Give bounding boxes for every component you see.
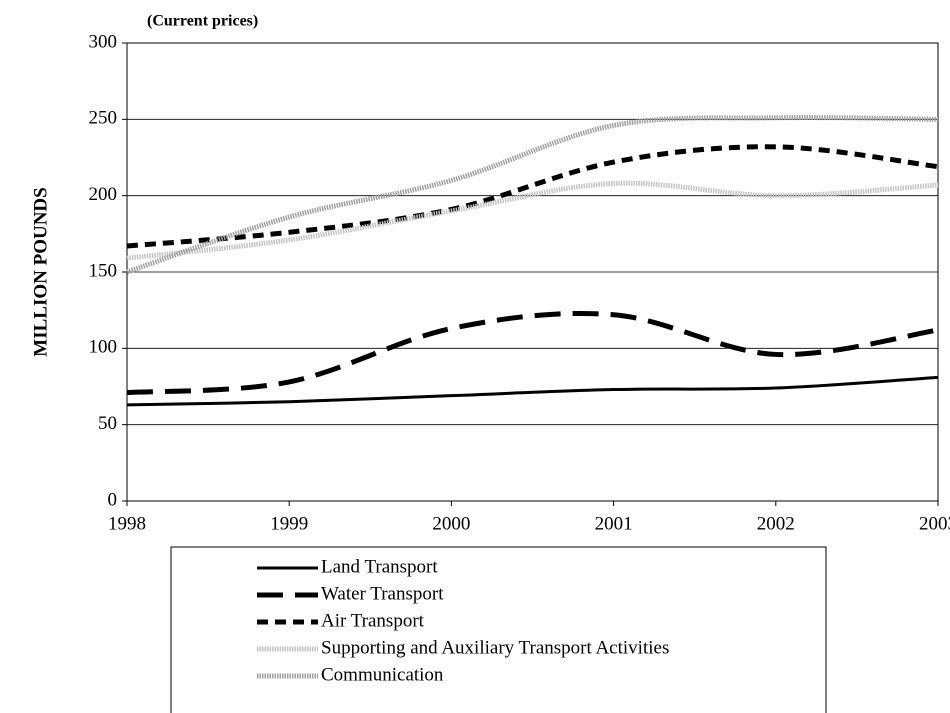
x-tick-label: 1998 xyxy=(108,513,146,534)
legend-box xyxy=(170,546,827,713)
y-tick-label: 250 xyxy=(89,108,118,129)
x-tick-label: 2002 xyxy=(757,513,795,534)
y-tick-label: 300 xyxy=(89,31,118,52)
y-tick-label: 0 xyxy=(108,489,118,510)
series-line xyxy=(126,310,939,396)
y-axis-label: MILLION POUNDS xyxy=(30,187,51,356)
legend-label: Land Transport xyxy=(321,556,438,577)
y-tick-label: 100 xyxy=(89,337,118,358)
y-tick-label: 150 xyxy=(89,260,118,281)
y-tick-label: 50 xyxy=(98,413,117,434)
x-tick-label: 1999 xyxy=(270,513,308,534)
series-line xyxy=(126,375,939,407)
x-tick-label: 2003 xyxy=(919,513,950,534)
legend-label: Communication xyxy=(321,664,444,685)
series-line xyxy=(126,180,939,261)
legend-label: Supporting and Auxiliary Transport Activ… xyxy=(321,637,669,658)
series-line xyxy=(126,115,939,275)
y-tick-label: 200 xyxy=(89,184,118,205)
x-tick-label: 2000 xyxy=(432,513,470,534)
series-line xyxy=(126,144,939,249)
legend-label: Water Transport xyxy=(321,583,444,604)
legend-label: Air Transport xyxy=(321,610,425,631)
x-tick-label: 2001 xyxy=(595,513,633,534)
chart-subtitle: (Current prices) xyxy=(147,13,258,30)
